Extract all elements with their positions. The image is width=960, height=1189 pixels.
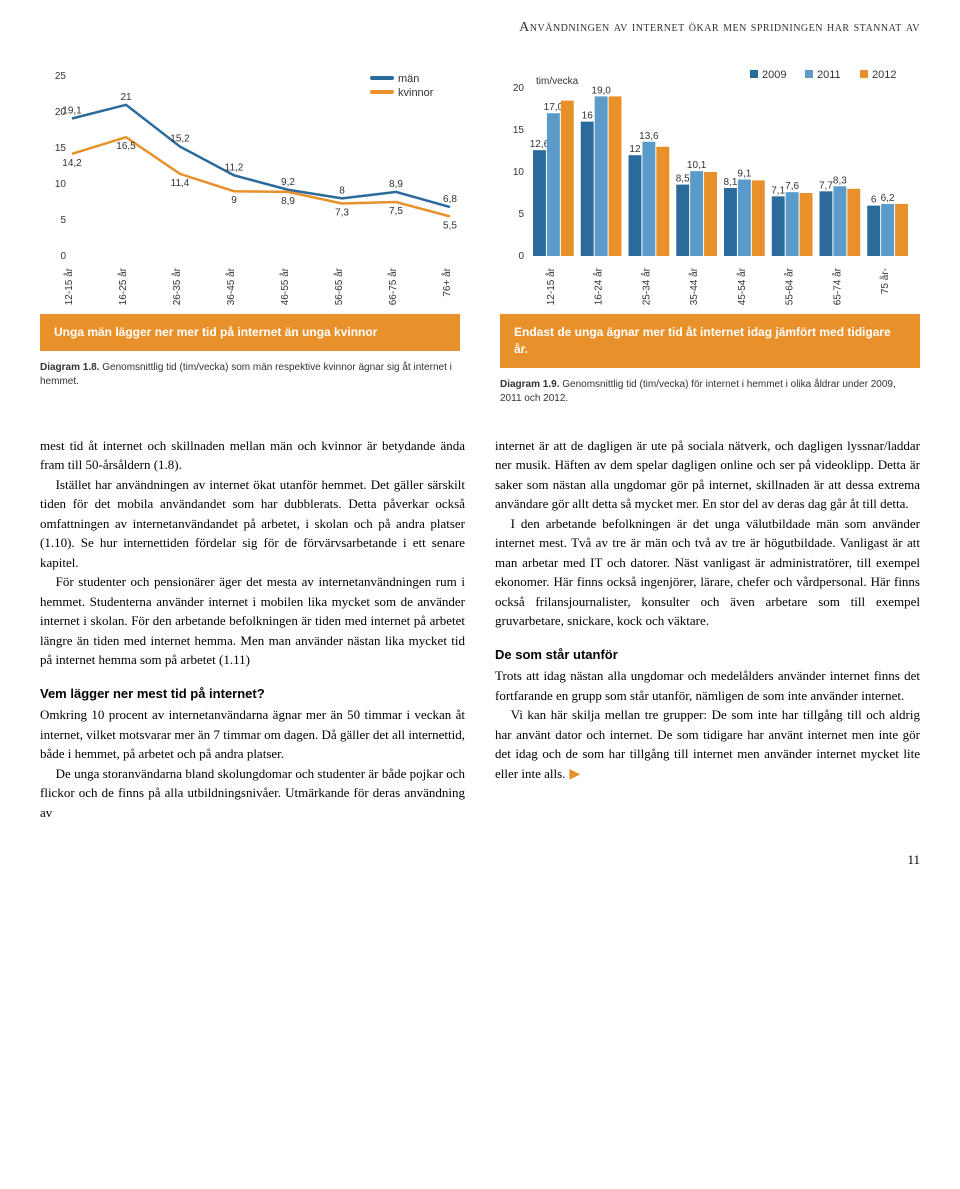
svg-text:12: 12 (629, 144, 641, 155)
svg-text:2009: 2009 (762, 69, 786, 81)
diagram-text: Genomsnittlig tid (tim/vecka) för intern… (500, 379, 896, 404)
svg-text:5,5: 5,5 (443, 220, 457, 231)
svg-text:9: 9 (231, 195, 237, 206)
line-chart-caption: Unga män lägger ner mer tid på internet … (40, 314, 460, 351)
bar-chart-svg: 2009 2011 2012 0 5 10 15 20 tim/vecka 12,6 17,0 16 1… (500, 66, 920, 306)
svg-text:15,2: 15,2 (170, 134, 190, 145)
svg-text:25-34 år: 25-34 år (640, 267, 652, 305)
continue-arrow-icon: ▶ (569, 767, 580, 782)
svg-text:56-65 år: 56-65 år (333, 267, 345, 305)
svg-text:76+ år: 76+ år (441, 267, 453, 296)
svg-text:10: 10 (55, 179, 67, 190)
body-paragraph: Istället har användningen av internet ök… (40, 475, 465, 573)
svg-text:2011: 2011 (817, 69, 841, 81)
svg-text:6,8: 6,8 (443, 194, 457, 205)
body-paragraph: För studenter och pensionärer äger det m… (40, 572, 465, 670)
svg-text:65-74 år: 65-74 år (831, 267, 843, 305)
svg-text:7,1: 7,1 (771, 185, 785, 196)
bar-chart-panel: 2009 2011 2012 0 5 10 15 20 tim/vecka 12,6 17,0 16 1… (500, 66, 920, 406)
line-chart-area: 051015202512-15 år16-25 år26-35 år36-45 … (40, 66, 460, 306)
svg-text:11,2: 11,2 (225, 162, 244, 173)
page-header: Användningen av internet ökar men spridn… (40, 20, 920, 36)
svg-text:16,5: 16,5 (116, 141, 136, 152)
svg-text:35-44 år: 35-44 år (688, 267, 700, 305)
svg-text:11,4: 11,4 (171, 178, 190, 189)
svg-text:8,9: 8,9 (281, 196, 295, 207)
svg-text:6,2: 6,2 (881, 193, 895, 204)
svg-text:10: 10 (513, 167, 525, 178)
body-paragraph: Omkring 10 procent av internetanvändarna… (40, 705, 465, 764)
svg-text:kvinnor: kvinnor (398, 87, 434, 99)
svg-text:66-75 år: 66-75 år (387, 267, 399, 305)
svg-text:8,3: 8,3 (833, 175, 847, 186)
svg-text:2012: 2012 (872, 69, 896, 81)
svg-text:7,3: 7,3 (335, 207, 349, 218)
svg-text:0: 0 (518, 251, 524, 262)
bar-chart-area: 2009 2011 2012 0 5 10 15 20 tim/vecka 12,6 17,0 16 1… (500, 66, 920, 306)
body-col-left: mest tid åt internet och skillnaden mell… (40, 436, 465, 823)
svg-text:12-15 år: 12-15 år (63, 267, 75, 305)
body-paragraph: Vi kan här skilja mellan tre grupper: De… (495, 705, 920, 785)
svg-text:8: 8 (339, 185, 345, 196)
svg-text:9,2: 9,2 (281, 177, 295, 188)
line-chart-diagram-label: Diagram 1.8. Genomsnittlig tid (tim/veck… (40, 361, 460, 389)
svg-text:0: 0 (60, 251, 66, 262)
body-col-right: internet är att de dagligen är ute på so… (495, 436, 920, 823)
svg-text:7,5: 7,5 (389, 206, 403, 217)
body-subhead: Vem lägger ner mest tid på internet? (40, 684, 465, 704)
body-subhead: De som står utanför (495, 645, 920, 665)
svg-text:6: 6 (871, 195, 877, 206)
body-paragraph: internet är att de dagligen är ute på so… (495, 436, 920, 514)
svg-text:tim/vecka: tim/vecka (536, 76, 579, 87)
svg-text:8,1: 8,1 (724, 177, 738, 188)
svg-text:12-15 år: 12-15 år (545, 267, 557, 305)
svg-text:12,6: 12,6 (530, 139, 550, 150)
svg-text:19,1: 19,1 (62, 105, 82, 116)
svg-text:16-24 år: 16-24 år (593, 267, 605, 305)
svg-text:75 år-: 75 år- (879, 268, 891, 294)
svg-text:13,6: 13,6 (639, 131, 659, 142)
bar-chart-diagram-label: Diagram 1.9. Genomsnittlig tid (tim/veck… (500, 378, 920, 406)
charts-row: 0 5 10 15 20 25 12-15 år 16-25 år 26-35 år 36-45 … (40, 66, 920, 406)
svg-text:46-55 år: 46-55 år (279, 267, 291, 305)
diagram-text: Genomsnittlig tid (tim/vecka) som män re… (40, 362, 452, 387)
svg-text:15: 15 (55, 143, 67, 154)
line-chart-panel: 051015202512-15 år16-25 år26-35 år36-45 … (40, 66, 460, 406)
body-paragraph: De unga storanvändarna bland skol­ungdom… (40, 764, 465, 823)
svg-text:36-45 år: 36-45 år (225, 267, 237, 305)
svg-text:10,1: 10,1 (687, 160, 707, 171)
body-paragraph: I den arbetande befolkningen är det unga… (495, 514, 920, 631)
body-paragraph: Trots att idag nästan alla ungdomar och … (495, 666, 920, 705)
diagram-prefix: Diagram 1.9. (500, 379, 559, 390)
svg-text:5: 5 (518, 209, 524, 220)
line-chart-svg: 051015202512-15 år16-25 år26-35 år36-45 … (40, 66, 460, 306)
svg-text:5: 5 (60, 215, 66, 226)
svg-text:16-25 år: 16-25 år (117, 267, 129, 305)
svg-text:8,9: 8,9 (389, 179, 403, 190)
svg-text:25: 25 (55, 71, 67, 82)
svg-text:8,5: 8,5 (676, 174, 690, 185)
svg-text:16: 16 (582, 111, 594, 122)
svg-text:45-54 år: 45-54 år (736, 267, 748, 305)
svg-text:26-35 år: 26-35 år (171, 267, 183, 305)
svg-text:19,0: 19,0 (591, 85, 611, 96)
bar-chart-caption: Endast de unga ägnar mer tid åt internet… (500, 314, 920, 368)
page-number: 11 (40, 852, 920, 868)
svg-text:7,7: 7,7 (819, 180, 833, 191)
svg-text:55-64 år: 55-64 år (784, 267, 796, 305)
svg-text:21: 21 (120, 92, 132, 103)
body-columns: mest tid åt internet och skillnaden mell… (40, 436, 920, 823)
svg-text:14,2: 14,2 (62, 158, 82, 169)
body-paragraph: mest tid åt internet och skillnaden mell… (40, 436, 465, 475)
svg-text:20: 20 (513, 83, 525, 94)
svg-text:17,0: 17,0 (544, 102, 564, 113)
diagram-prefix: Diagram 1.8. (40, 362, 99, 373)
svg-text:9,1: 9,1 (737, 169, 751, 180)
svg-text:7,6: 7,6 (785, 181, 799, 192)
svg-text:män: män (398, 73, 419, 85)
svg-text:15: 15 (513, 125, 525, 136)
